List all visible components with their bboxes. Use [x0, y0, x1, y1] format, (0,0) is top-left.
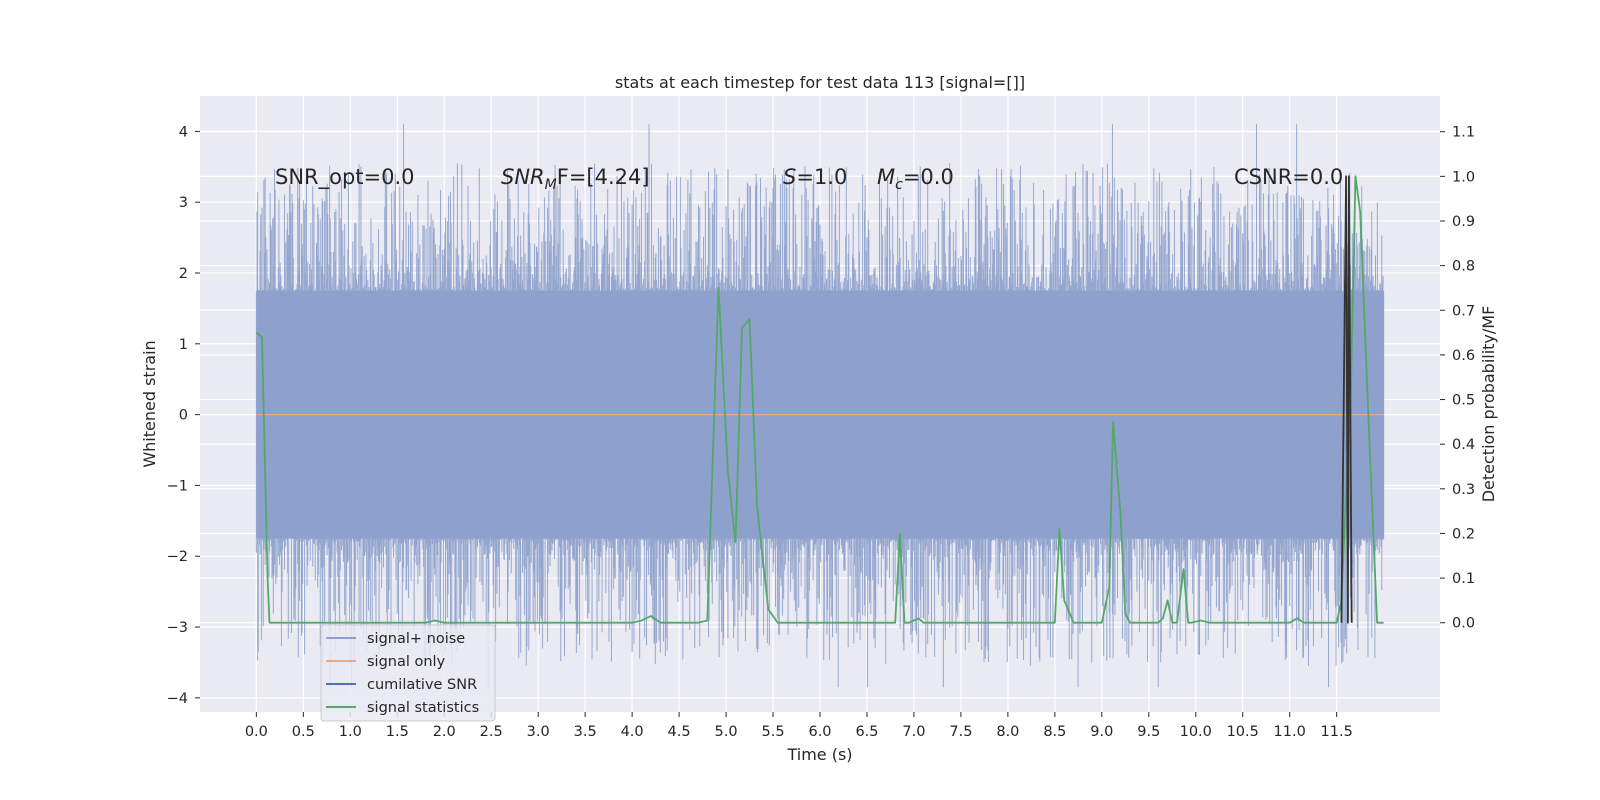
x-tick-label: 0.0 [245, 724, 268, 740]
x-tick-label: 2.0 [433, 724, 456, 740]
x-tick-label: 9.5 [1137, 724, 1160, 740]
x-axis-label: Time (s) [786, 745, 852, 764]
y-tick-label: 2 [179, 266, 188, 282]
legend: signal+ noise signal only cumilative SNR… [320, 624, 496, 722]
legend-label-signal-only: signal only [367, 654, 446, 670]
annotation-mc-sub: c [895, 177, 903, 193]
x-tick-label: 9.0 [1090, 724, 1113, 740]
marker-line [1340, 175, 1353, 624]
y-tick-label: −3 [167, 620, 188, 636]
x-tick-label: 1.5 [386, 724, 409, 740]
y-tick-label: 4 [179, 124, 188, 140]
legend-label-cumulative-snr: cumilative SNR [367, 677, 477, 693]
y-right-tick-label: 0.1 [1452, 571, 1475, 587]
y-right-tick-label: 0.7 [1452, 303, 1475, 319]
y-tick-label: 3 [179, 195, 188, 211]
annotation-snr-mf-sub: M [545, 177, 557, 193]
y-right-tick-labels: 1.1 1.0 0.9 0.8 0.7 0.6 0.5 0.4 0.3 0.2 0.1 0.0 [1440, 125, 1475, 632]
y-right-tick-label: 0.0 [1452, 616, 1475, 632]
annotation-snr-opt: SNR_opt=0.0 [275, 165, 415, 190]
y-right-axis-label: Detection probability/MF [1479, 306, 1498, 503]
signal-statistics-line [255, 175, 1384, 624]
annotation-mc-main: M [877, 165, 895, 189]
y-right-tick-label: 0.6 [1452, 348, 1475, 364]
x-tick-label: 5.5 [761, 724, 784, 740]
signal-noise-spikes [255, 124, 1385, 688]
line-series [255, 175, 1384, 624]
annotation-mc-rest: =0.0 [903, 165, 954, 189]
annotation-csnr: CSNR=0.0 [1234, 165, 1343, 189]
annotation-snr-mf: SNRMF=[4.24] [501, 165, 650, 193]
annotation-s-main: S [783, 165, 796, 189]
x-tick-label: 4.5 [668, 724, 691, 740]
annotation-snr-mf-base: SNR [501, 165, 545, 189]
y-right-tick-label: 0.8 [1452, 259, 1475, 275]
x-tick-label: 5.0 [715, 724, 738, 740]
x-tick-label: 8.5 [1043, 724, 1066, 740]
y-tick-label: −1 [167, 478, 188, 494]
chart-title: stats at each timestep for test data 113… [615, 73, 1025, 92]
x-tick-label: 3.5 [574, 724, 597, 740]
y-right-tick-label: 0.4 [1452, 437, 1475, 453]
annotation-mc: Mc=0.0 [877, 165, 954, 193]
legend-label-signal-noise: signal+ noise [367, 631, 465, 647]
x-tick-label: 3.0 [527, 724, 550, 740]
y-right-tick-label: 0.9 [1452, 214, 1475, 230]
y-tick-label: −4 [167, 691, 188, 707]
legend-label-signal-statistics: signal statistics [367, 700, 479, 716]
x-tick-label: 2.5 [480, 724, 503, 740]
x-tick-labels: 0.0 0.5 1.0 1.5 2.0 2.5 3.0 3.5 4.0 4.5 5.0 5.5 6.0 6… [245, 712, 1353, 740]
x-tick-label: 10.5 [1227, 724, 1259, 740]
y-right-tick-label: 0.5 [1452, 393, 1475, 409]
x-tick-label: 6.0 [808, 724, 831, 740]
x-tick-label: 4.0 [621, 724, 644, 740]
y-axis-label: Whitened strain [140, 340, 159, 467]
x-tick-label: 11.0 [1274, 724, 1306, 740]
x-tick-label: 10.0 [1180, 724, 1212, 740]
x-tick-label: 7.5 [949, 724, 972, 740]
x-tick-label: 8.0 [996, 724, 1019, 740]
x-tick-label: 0.5 [292, 724, 315, 740]
annotation-snr-mf-rest: F=[4.24] [557, 165, 650, 189]
y-right-tick-label: 1.0 [1452, 169, 1475, 185]
y-right-tick-label: 1.1 [1452, 125, 1475, 141]
y-right-tick-label: 0.3 [1452, 482, 1475, 498]
x-tick-label: 7.0 [902, 724, 925, 740]
y-tick-label: 1 [179, 337, 188, 353]
x-tick-label: 11.5 [1321, 724, 1353, 740]
x-tick-label: 6.5 [855, 724, 878, 740]
annotation-s: S=1.0 [783, 165, 847, 189]
annotation-s-rest: =1.0 [796, 165, 847, 189]
y-tick-label: 0 [179, 408, 188, 424]
y-tick-label: −2 [167, 549, 188, 565]
y-tick-labels: 4 3 2 1 0 −1 −2 −3 −4 [167, 124, 200, 707]
legend-box [320, 624, 496, 722]
y-right-tick-label: 0.2 [1452, 526, 1475, 542]
x-tick-label: 1.0 [339, 724, 362, 740]
